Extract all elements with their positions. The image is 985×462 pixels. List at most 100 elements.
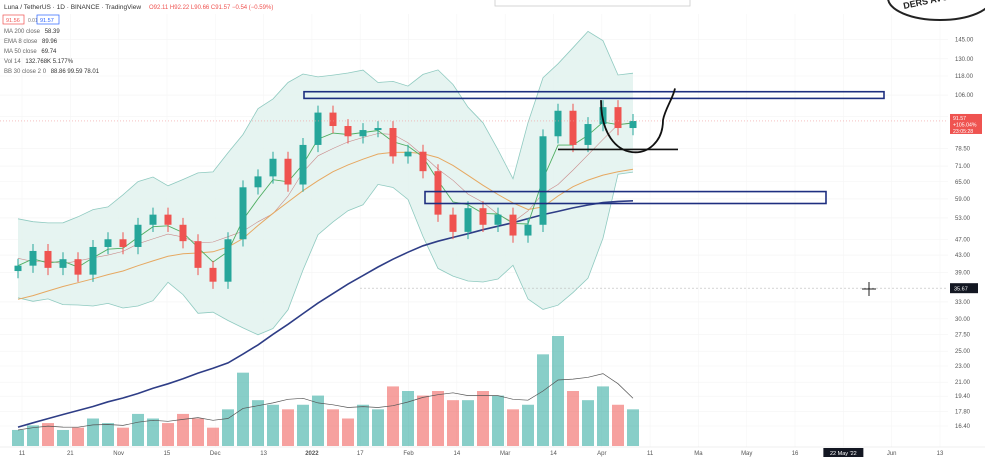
buy-button[interactable]	[36, 14, 60, 25]
time-tick-label: 14	[550, 451, 557, 457]
indicator-ma50[interactable]: MA 50 close 69.74	[4, 49, 57, 55]
volume-bar	[297, 404, 309, 446]
time-tick-label: Ma	[694, 451, 703, 457]
annotations	[0, 90, 948, 289]
top-toolbar[interactable]	[494, 0, 691, 7]
candle-body	[524, 224, 532, 236]
volume-bar	[312, 395, 324, 446]
candle-body	[254, 176, 262, 188]
support-box[interactable]	[424, 190, 827, 205]
volume-bar	[417, 395, 429, 446]
time-axis-bg	[0, 447, 985, 457]
candle-body	[344, 126, 352, 137]
price-tick-label: 65.00	[955, 180, 971, 186]
candle-body	[584, 124, 592, 145]
candle-body	[269, 158, 277, 177]
time-tick-label: Feb	[403, 451, 414, 457]
buy-price: 91.57	[40, 18, 54, 24]
watermark-badge: DERS AVOID	[887, 0, 985, 21]
bollinger-fill	[18, 31, 633, 335]
candle-body	[509, 214, 517, 236]
candle-body	[149, 214, 157, 225]
time-tick-label: 17	[357, 451, 364, 457]
price-tick-label: 16.40	[955, 424, 971, 430]
volume-bar	[387, 386, 399, 446]
time-tick-label: May	[741, 451, 752, 457]
time-tick-label: Jun	[887, 451, 897, 457]
time-tick-label: 15	[164, 451, 171, 457]
bollinger-upper	[17, 30, 634, 224]
volume-bar	[87, 418, 99, 446]
time-tick-label: 2022	[305, 451, 319, 457]
candle-body	[299, 144, 307, 185]
volume-bar	[522, 404, 534, 446]
hand-drawing	[558, 88, 678, 154]
time-badge	[823, 448, 864, 457]
time-tick-label: 13	[937, 451, 944, 457]
time-tick-label: 13	[260, 451, 267, 457]
indicator-ema8[interactable]: EMA 8 close 89.96	[4, 39, 58, 45]
volume-bar	[102, 423, 114, 446]
candle-body	[449, 214, 457, 232]
volume-bar	[222, 409, 234, 446]
volume-bar	[447, 400, 459, 446]
price-tick-label: 33.00	[955, 300, 971, 306]
volume-bar	[162, 423, 174, 446]
volume-bar	[267, 404, 279, 446]
volume-bar	[42, 423, 54, 446]
candle-body	[134, 224, 142, 247]
candle-body	[479, 208, 487, 225]
indicator-ma200[interactable]: MA 200 close 58.39	[4, 29, 60, 35]
candle-body	[164, 214, 172, 225]
time-tick-label: Dec	[210, 451, 221, 457]
ohlc-readout: O92.11 H92.22 L90.66 C91.57 −0.54 (−0.59…	[149, 5, 273, 11]
crosshair-tag-bg	[950, 283, 978, 294]
indicator-bollinger[interactable]: BB 30 close 2 0 88.86 99.59 78.01	[4, 69, 100, 75]
volume-bar	[237, 372, 249, 446]
price-tick-label: 71.00	[955, 164, 971, 170]
candle-body	[44, 250, 52, 268]
hand-drawn-curve	[600, 88, 676, 154]
candle-body	[209, 267, 217, 282]
time-tick-label: 21	[67, 451, 74, 457]
sell-button[interactable]	[2, 14, 25, 25]
price-tick-label: 43.00	[955, 253, 971, 259]
bollinger-lower	[17, 171, 634, 336]
volume-bar	[192, 418, 204, 446]
time-tick-label: 14	[453, 451, 460, 457]
last-price-tag: 91.57+105.04%23:05:28	[950, 113, 982, 135]
candle-body	[464, 208, 472, 232]
volume-bar	[612, 404, 624, 446]
candle-body	[389, 128, 397, 157]
indicator-volume[interactable]: Vol 14 132.768K 5.177%	[4, 59, 74, 65]
volume-bar	[252, 400, 264, 446]
candle-body	[419, 151, 427, 172]
ema8-line	[17, 121, 634, 268]
volume-bar	[552, 336, 564, 446]
volume-bar	[567, 391, 579, 446]
candle-body	[629, 120, 637, 129]
price-tick-label: 17.80	[955, 409, 971, 415]
time-tick-label: 11	[647, 451, 654, 457]
candle-body	[374, 128, 382, 131]
candle-body	[569, 110, 577, 145]
last-price-tag-line: 91.57	[953, 116, 966, 122]
volume-bar	[507, 409, 519, 446]
price-axis: 145.00130.00118.00106.0094.0078.5071.006…	[948, 0, 985, 457]
time-tick-label: 11	[19, 451, 26, 457]
volume-bar	[402, 391, 414, 446]
sell-price: 91.56	[6, 18, 20, 24]
volume-bar	[117, 427, 129, 446]
resistance-box[interactable]	[303, 90, 885, 100]
candle-body	[29, 250, 37, 266]
symbol-title: Luna / TetherUS · 1D · BINANCE · Trading…	[4, 4, 141, 11]
spread: 0.01	[28, 18, 38, 24]
volume-bar	[372, 409, 384, 446]
candle-body	[14, 265, 22, 272]
price-axis-bg	[948, 0, 985, 457]
volume-bar	[12, 429, 24, 446]
volume-bar	[132, 413, 144, 446]
price-tick-label: 145.00	[955, 37, 974, 43]
